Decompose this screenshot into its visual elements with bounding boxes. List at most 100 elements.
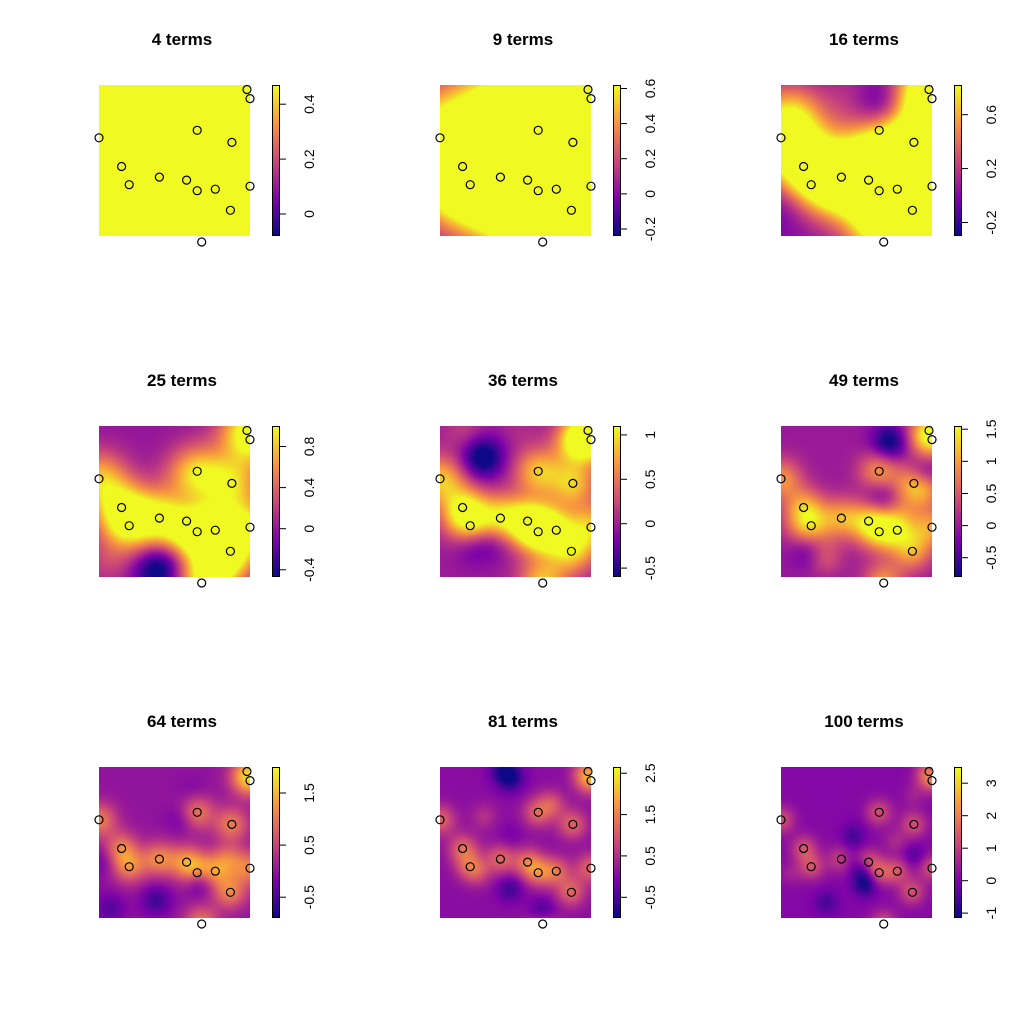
data-point xyxy=(551,184,561,194)
panel-2: 9 terms -0.2 0 0.2 0.4 0.6 xyxy=(341,0,682,341)
data-point xyxy=(583,425,593,436)
heatmap xyxy=(781,767,932,918)
data-point xyxy=(907,205,917,215)
panel-title: 64 terms xyxy=(147,712,217,731)
data-point xyxy=(533,466,543,476)
data-point xyxy=(583,84,593,95)
data-point xyxy=(909,137,919,148)
data-point xyxy=(586,94,596,104)
heatmap xyxy=(781,85,932,236)
data-point xyxy=(874,125,884,135)
data-point xyxy=(927,94,937,104)
data-point xyxy=(210,866,220,876)
colorbar xyxy=(272,767,280,918)
data-point xyxy=(495,854,506,864)
colorbar-tick-label: 0.6 xyxy=(983,105,999,125)
data-point xyxy=(245,94,255,104)
data-point xyxy=(495,172,506,182)
colorbar-tick-label: 0.2 xyxy=(301,149,317,169)
colorbar-tick-label: 0.4 xyxy=(301,94,317,114)
panel-1: 4 terms 0 0.2 0.4 xyxy=(0,0,341,341)
colorbar-tick-label: -1 xyxy=(983,907,999,920)
data-point xyxy=(522,175,533,185)
panel-title: 49 terms xyxy=(829,371,899,390)
panel-5: 36 terms -0.5 0 0.5 1 xyxy=(341,341,682,682)
data-point xyxy=(863,175,874,185)
panel-title: 81 terms xyxy=(488,712,558,731)
data-point xyxy=(568,819,578,830)
data-point xyxy=(227,137,237,148)
data-point xyxy=(924,766,934,777)
data-point xyxy=(245,863,255,873)
data-point xyxy=(907,546,917,556)
colorbar-axis: 0 0.2 0.4 xyxy=(280,94,317,218)
point-markers xyxy=(776,84,937,247)
data-point xyxy=(227,478,237,489)
data-point xyxy=(927,863,937,873)
data-point xyxy=(94,815,104,825)
data-point xyxy=(776,133,786,143)
colorbar-tick-label: 0 xyxy=(642,190,658,198)
colorbar-tick-label: 0 xyxy=(642,520,658,528)
data-point xyxy=(465,862,475,872)
colorbar-tick-label: 0.8 xyxy=(301,437,317,457)
data-point xyxy=(586,776,596,786)
data-point xyxy=(892,866,902,876)
data-point xyxy=(879,919,889,929)
heatmap xyxy=(440,426,591,577)
colorbar-tick-label: -0.5 xyxy=(642,556,658,580)
data-point xyxy=(465,521,475,531)
colorbar-tick-label: 0.2 xyxy=(983,159,999,179)
data-point xyxy=(566,205,576,215)
data-point xyxy=(924,425,934,436)
colorbar-axis: -0.2 0.2 0.6 xyxy=(962,105,999,235)
colorbar-tick-label: 1.5 xyxy=(983,419,999,439)
colorbar xyxy=(272,85,280,236)
colorbar xyxy=(613,426,621,577)
data-point xyxy=(863,516,874,526)
data-point xyxy=(799,502,809,513)
data-point xyxy=(245,522,255,532)
data-point xyxy=(909,478,919,489)
data-point xyxy=(863,857,874,867)
data-point xyxy=(533,125,543,135)
data-point xyxy=(799,161,809,172)
data-point xyxy=(586,863,596,873)
data-point xyxy=(192,807,202,817)
heatmap xyxy=(440,767,591,918)
data-point xyxy=(799,843,809,854)
colorbar xyxy=(954,767,962,918)
panel-title: 9 terms xyxy=(492,30,554,49)
point-markers xyxy=(94,84,255,247)
data-point xyxy=(227,819,237,830)
data-point xyxy=(551,866,561,876)
panel-6: 49 terms -0.5 0 0.5 1 1.5 xyxy=(682,341,1023,682)
data-point xyxy=(117,843,127,854)
colorbar-tick-label: -0.4 xyxy=(301,558,317,582)
data-point xyxy=(836,513,847,523)
data-point xyxy=(124,180,134,190)
colorbar-tick-label: 3 xyxy=(983,779,999,787)
data-point xyxy=(245,435,255,445)
data-point xyxy=(836,172,847,182)
colorbar xyxy=(613,85,621,236)
data-point xyxy=(874,527,884,537)
data-point xyxy=(210,184,220,194)
data-point xyxy=(210,525,220,535)
data-point xyxy=(538,578,548,588)
colorbar xyxy=(613,767,621,918)
data-point xyxy=(124,521,134,531)
data-point xyxy=(533,868,543,878)
panel-3: 16 terms -0.2 0.2 0.6 xyxy=(682,0,1023,341)
colorbar-axis: -1 0 1 2 3 xyxy=(962,779,999,920)
data-point xyxy=(874,807,884,817)
colorbar-axis: -0.5 0.5 1.5 xyxy=(280,783,317,909)
point-markers xyxy=(94,766,255,929)
data-point xyxy=(806,180,816,190)
colorbar-axis: -0.4 0 0.4 0.8 xyxy=(280,437,317,582)
data-point xyxy=(154,854,165,864)
data-point xyxy=(192,868,202,878)
data-point xyxy=(533,186,543,196)
colorbar-axis: -0.5 0 0.5 1 1.5 xyxy=(962,419,999,570)
